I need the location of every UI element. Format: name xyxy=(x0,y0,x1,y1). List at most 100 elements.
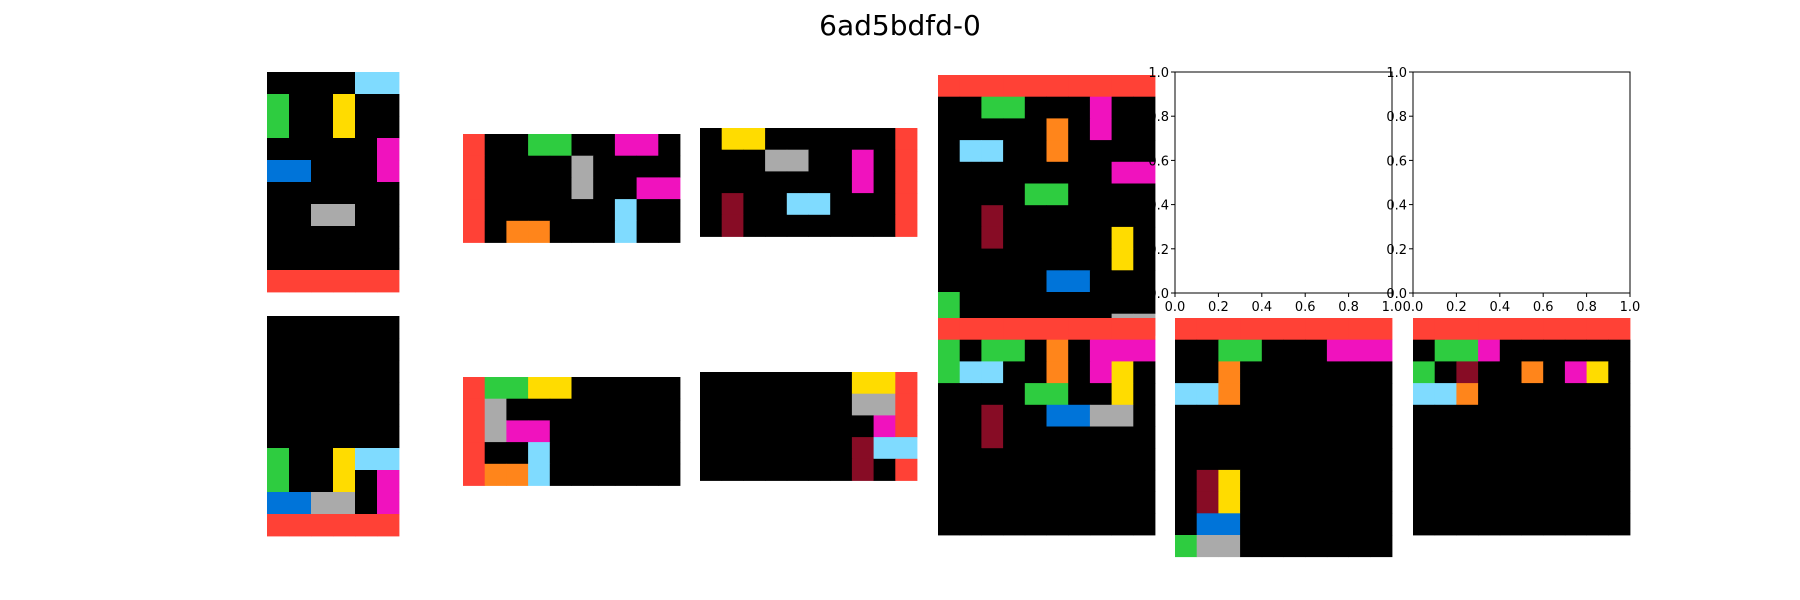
grid-cell xyxy=(267,248,290,271)
grid-cell xyxy=(1456,339,1479,362)
x-tick-label: 0.2 xyxy=(1208,300,1229,315)
grid-cell xyxy=(267,182,290,205)
grid-cell xyxy=(808,415,831,438)
grid-cell xyxy=(1024,339,1047,362)
grid-cell xyxy=(1543,469,1566,492)
grid-cell xyxy=(1434,318,1457,341)
grid-cell xyxy=(1024,404,1047,427)
grid-cell xyxy=(1003,318,1026,341)
grid-cell xyxy=(808,458,831,481)
grid-cell xyxy=(528,463,551,486)
grid-cell xyxy=(1478,426,1501,449)
grid-cell xyxy=(938,339,961,362)
grid-cell xyxy=(614,442,637,465)
grid-cell xyxy=(938,491,961,514)
grid-cell xyxy=(700,458,723,481)
grid-cell xyxy=(484,463,507,486)
grid-cell xyxy=(981,339,1004,362)
grid-cell xyxy=(895,128,918,151)
grid-cell xyxy=(289,426,312,449)
grid-cell xyxy=(938,205,961,228)
grid-cell xyxy=(571,377,594,400)
grid-cell xyxy=(333,514,356,537)
grid-cell xyxy=(1521,426,1544,449)
grid-cell xyxy=(593,420,616,443)
grid-cell xyxy=(959,491,982,514)
grid-cell xyxy=(1133,248,1156,271)
grid-cell xyxy=(1175,513,1198,536)
grid-cell xyxy=(1133,339,1156,362)
grid-cell xyxy=(1089,426,1112,449)
grid-cell xyxy=(1089,513,1112,536)
grid-cell xyxy=(1283,448,1306,471)
grid-cell xyxy=(895,193,918,216)
grid-cell xyxy=(1046,383,1069,406)
grid-cell xyxy=(289,138,312,161)
grid-cell xyxy=(1111,205,1134,228)
grid-cell xyxy=(1326,318,1349,341)
grid-panels xyxy=(267,72,1631,558)
grid-cell xyxy=(959,339,982,362)
grid-cell xyxy=(614,134,637,157)
grid-cell xyxy=(981,140,1004,163)
grid-cell xyxy=(981,183,1004,206)
grid-cell xyxy=(895,415,918,438)
grid-cell xyxy=(311,470,334,493)
grid-cell xyxy=(1608,448,1631,471)
grid-cell xyxy=(528,377,551,400)
grid-cell xyxy=(959,404,982,427)
grid-cell xyxy=(311,226,334,249)
grid-cell xyxy=(959,183,982,206)
grid-cell xyxy=(1434,361,1457,384)
grid-cell xyxy=(333,94,356,117)
grid-cell xyxy=(938,96,961,119)
grid-cell xyxy=(1348,469,1371,492)
grid-cell xyxy=(1046,226,1069,249)
grid-cell xyxy=(851,437,874,460)
grid-cell xyxy=(1608,361,1631,384)
grid-cell xyxy=(1046,205,1069,228)
grid-cell xyxy=(355,94,378,117)
grid-cell xyxy=(1434,448,1457,471)
grid-cell xyxy=(355,138,378,161)
grid-cell xyxy=(1370,318,1393,341)
grid-cell xyxy=(1024,140,1047,163)
x-tick-label: 1.0 xyxy=(1620,300,1641,315)
grid-cell xyxy=(549,155,572,178)
grid-cell xyxy=(1261,318,1284,341)
grid-cell xyxy=(981,426,1004,449)
grid-cell xyxy=(1046,426,1069,449)
grid-cell xyxy=(463,199,486,222)
grid-cell xyxy=(765,171,788,194)
grid-cell xyxy=(1089,339,1112,362)
grid-cell xyxy=(1586,339,1609,362)
grid-cell xyxy=(808,372,831,395)
train2-output-grid xyxy=(463,377,681,486)
grid-cell xyxy=(463,463,486,486)
grid-cell xyxy=(851,193,874,216)
grid-cell xyxy=(484,220,507,243)
grid-cell xyxy=(1434,426,1457,449)
grid-cell xyxy=(959,270,982,293)
grid-cell xyxy=(506,420,529,443)
grid-cell xyxy=(355,492,378,515)
grid-cell xyxy=(1608,491,1631,514)
grid-cell xyxy=(614,220,637,243)
grid-cell xyxy=(1348,383,1371,406)
grid-cell xyxy=(1133,469,1156,492)
grid-cell xyxy=(981,248,1004,271)
grid-cell xyxy=(593,377,616,400)
grid-cell xyxy=(1608,383,1631,406)
grid-cell xyxy=(1521,318,1544,341)
grid-cell xyxy=(1133,183,1156,206)
grid-cell xyxy=(1024,118,1047,141)
grid-cell xyxy=(1240,383,1263,406)
grid-cell xyxy=(1133,448,1156,471)
grid-cell xyxy=(1586,448,1609,471)
grid-cell xyxy=(959,161,982,184)
grid-cell xyxy=(895,214,918,237)
grid-cell xyxy=(1089,248,1112,271)
grid-cell xyxy=(1111,339,1134,362)
grid-cell xyxy=(1175,469,1198,492)
grid-cell xyxy=(333,248,356,271)
